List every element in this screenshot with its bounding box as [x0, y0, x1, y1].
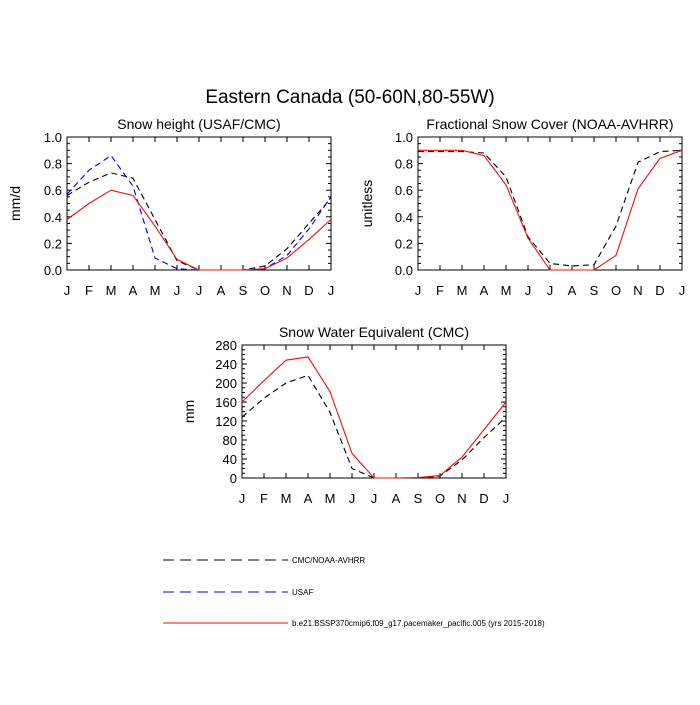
plot-frame: [66, 136, 332, 271]
x-tick-label: A: [304, 491, 313, 506]
y-tick-label: 0.0: [44, 263, 62, 278]
x-tick-label: D: [479, 491, 488, 506]
figure-title: Eastern Canada (50-60N,80-55W): [205, 87, 494, 108]
y-axis-label: mm/d: [7, 186, 23, 221]
y-tick-label: 0.2: [395, 236, 413, 251]
y-tick-label: 0.6: [395, 183, 413, 198]
y-tick-label: 280: [215, 338, 237, 353]
y-axis-label: mm: [181, 400, 197, 423]
y-tick-label: 200: [215, 376, 237, 391]
y-tick-label: 0.4: [395, 210, 413, 225]
x-tick-label: O: [435, 491, 445, 506]
panel-title: Snow height (USAF/CMC): [117, 116, 280, 132]
x-tick-label: J: [196, 283, 203, 298]
x-tick-label: J: [328, 283, 335, 298]
x-tick-label: J: [371, 491, 378, 506]
y-axis-label: unitless: [359, 180, 375, 227]
series-line-b-e21-bssp370cmip6-f09-g17-pacemaker-pac: [241, 356, 507, 479]
plot-frame: [417, 136, 683, 271]
x-tick-label: S: [590, 283, 599, 298]
legend-label-obs: CMC/NOAA-AVHRR: [292, 556, 365, 565]
series-line-cmc-noaa-avhrr: [418, 149, 683, 267]
x-tick-label: J: [525, 283, 532, 298]
x-tick-label: O: [611, 283, 621, 298]
series-line-b-e21-bssp370cmip6-f09-g17-pacemaker-pac: [66, 189, 332, 271]
panel-title: Snow Water Equivalent (CMC): [279, 324, 469, 340]
y-tick-label: 0.8: [44, 157, 62, 172]
x-tick-label: M: [150, 283, 161, 298]
x-tick-label: F: [436, 283, 444, 298]
x-tick-label: M: [501, 283, 512, 298]
x-tick-label: F: [260, 491, 268, 506]
x-tick-label: D: [655, 283, 664, 298]
x-tick-label: A: [217, 283, 226, 298]
x-tick-label: J: [503, 491, 510, 506]
legend-label-usaf: USAF: [292, 588, 313, 597]
x-tick-label: A: [568, 283, 577, 298]
x-tick-label: O: [260, 283, 270, 298]
y-tick-label: 0.2: [44, 236, 62, 251]
series-line-cmc-noaa-avhrr: [66, 172, 332, 271]
x-tick-label: M: [281, 491, 292, 506]
y-tick-label: 40: [223, 452, 237, 467]
y-tick-label: 0.0: [395, 263, 413, 278]
x-tick-label: A: [392, 491, 401, 506]
x-tick-label: J: [64, 283, 71, 298]
legend: CMC/NOAA-AVHRR USAF b.e21.BSSP370cmip6.f…: [163, 556, 545, 628]
swe-panel: Snow Water Equivalent (CMC) mm 0 40 80 120 1…: [181, 324, 509, 506]
y-tick-label: 1.0: [44, 130, 62, 145]
x-tick-label: S: [239, 283, 248, 298]
x-tick-label: N: [282, 283, 291, 298]
panel-title: Fractional Snow Cover (NOAA-AVHRR): [426, 116, 673, 132]
x-tick-label: S: [414, 491, 423, 506]
y-tick-label: 160: [215, 395, 237, 410]
x-tick-label: N: [457, 491, 466, 506]
x-tick-label: M: [106, 283, 117, 298]
y-tick-label: 0.8: [395, 157, 413, 172]
x-tick-label: M: [325, 491, 336, 506]
x-tick-label: D: [304, 283, 313, 298]
x-tick-label: J: [547, 283, 554, 298]
x-tick-label: J: [239, 491, 246, 506]
series-line-cmc-noaa-avhrr: [241, 374, 507, 479]
snow-cover-panel: Fractional Snow Cover (NOAA-AVHRR) unitl…: [359, 116, 685, 298]
series-line-usaf: [66, 154, 332, 271]
series-line-b-e21-bssp370cmip6-f09-g17-pacemaker-pac: [418, 149, 683, 271]
y-tick-label: 1.0: [395, 130, 413, 145]
x-tick-label: A: [480, 283, 489, 298]
x-tick-label: F: [85, 283, 93, 298]
x-tick-label: J: [415, 283, 422, 298]
y-tick-label: 80: [223, 433, 237, 448]
legend-label-model: b.e21.BSSP370cmip6.f09_g17.pacemaker_pac…: [292, 619, 545, 628]
x-tick-label: N: [633, 283, 642, 298]
y-tick-label: 240: [215, 357, 237, 372]
y-tick-label: 0.4: [44, 210, 62, 225]
y-tick-label: 0: [230, 471, 237, 486]
x-tick-label: J: [349, 491, 356, 506]
y-tick-label: 0.6: [44, 183, 62, 198]
y-tick-label: 120: [215, 414, 237, 429]
x-tick-label: A: [129, 283, 138, 298]
x-tick-label: J: [174, 283, 181, 298]
x-tick-label: M: [457, 283, 468, 298]
snow-height-panel: Snow height (USAF/CMC) mm/d 0.0 0.2 0.4 0.6…: [7, 116, 334, 298]
x-tick-label: J: [679, 283, 686, 298]
